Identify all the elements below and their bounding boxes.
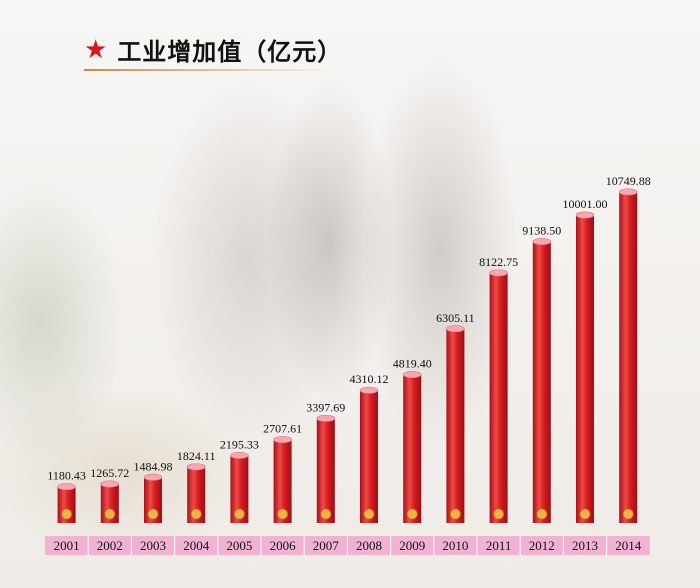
x-tick-label: 2010: [442, 538, 468, 553]
x-tick-label: 2003: [140, 538, 166, 553]
x-tick-label: 2005: [226, 538, 252, 553]
bar-cap-2011: [489, 269, 508, 277]
bar-2010: [446, 328, 465, 523]
value-label: 8122.75: [479, 255, 518, 269]
star-icon: ★: [84, 34, 108, 65]
bar-cap-2013: [575, 211, 595, 219]
emblem-icon: [147, 508, 159, 520]
x-tick-label: 2012: [529, 538, 555, 553]
bar-cap-2001: [57, 483, 76, 491]
value-label: 6305.11: [436, 311, 475, 325]
emblem-icon: [233, 508, 245, 520]
bar-2012: [532, 241, 551, 524]
x-tick-label: 2002: [97, 538, 123, 553]
bar-cap-2014: [618, 188, 638, 196]
emblem-icon: [363, 508, 375, 520]
x-tick-label: 2004: [183, 538, 210, 553]
bar-2009: [403, 374, 422, 523]
bar-cap-2009: [402, 371, 422, 379]
emblem-icon: [406, 508, 418, 520]
x-tick-label: 2007: [313, 538, 340, 553]
emblem-icon: [536, 508, 548, 520]
value-label: 9138.50: [522, 224, 561, 238]
emblem-icon: [61, 508, 72, 520]
bar-2008: [360, 390, 378, 523]
value-label: 3397.69: [306, 400, 345, 414]
x-tick-label: 2008: [356, 538, 382, 553]
x-tick-label: 2014: [615, 538, 642, 553]
bar-2004: [187, 466, 206, 523]
bar-cap-2007: [316, 414, 336, 422]
value-label: 2707.61: [263, 422, 302, 436]
bar-cap-2005: [230, 451, 249, 459]
bar-cap-2006: [273, 436, 292, 444]
bar-2006: [273, 439, 292, 523]
bar-cap-2012: [532, 238, 552, 246]
emblem-icon: [493, 508, 505, 520]
bar-cap-2008: [359, 386, 379, 394]
bar-cap-2003: [143, 473, 163, 481]
emblem-icon: [320, 508, 332, 520]
emblem-icon: [104, 508, 116, 520]
x-tick-label: 2009: [399, 538, 425, 553]
x-tick-label: 2006: [270, 538, 297, 553]
bar-2007: [316, 418, 335, 523]
emblem-icon: [190, 508, 202, 520]
bar-2011: [489, 272, 508, 523]
emblem-icon: [622, 508, 634, 520]
value-label: 4819.40: [393, 357, 432, 371]
x-tick-label: 2001: [54, 538, 80, 553]
value-label: 1484.98: [134, 459, 173, 473]
bar-2005: [230, 455, 249, 523]
x-tick-label: 2011: [486, 538, 512, 553]
value-label: 10001.00: [563, 197, 608, 211]
bar-2013: [576, 214, 594, 524]
emblem-icon: [449, 508, 461, 520]
value-label: 1824.11: [177, 449, 216, 463]
bar-2014: [619, 191, 638, 524]
chart-header: ★ 工业增加值（亿元）: [84, 32, 342, 67]
value-label: 1265.72: [90, 466, 129, 480]
value-label: 4310.12: [350, 372, 389, 386]
bar-cap-2010: [446, 325, 465, 333]
x-tick-label: 2013: [572, 538, 598, 553]
value-label: 1180.43: [47, 469, 86, 483]
chart-title: 工业增加值（亿元）: [117, 38, 343, 66]
bar-cap-2004: [186, 463, 206, 471]
bar-cap-2002: [100, 480, 120, 488]
value-label: 2195.33: [220, 437, 259, 451]
emblem-icon: [579, 508, 591, 520]
emblem-icon: [277, 508, 289, 520]
value-label: 10749.88: [606, 174, 651, 188]
title-underline: [84, 69, 334, 71]
